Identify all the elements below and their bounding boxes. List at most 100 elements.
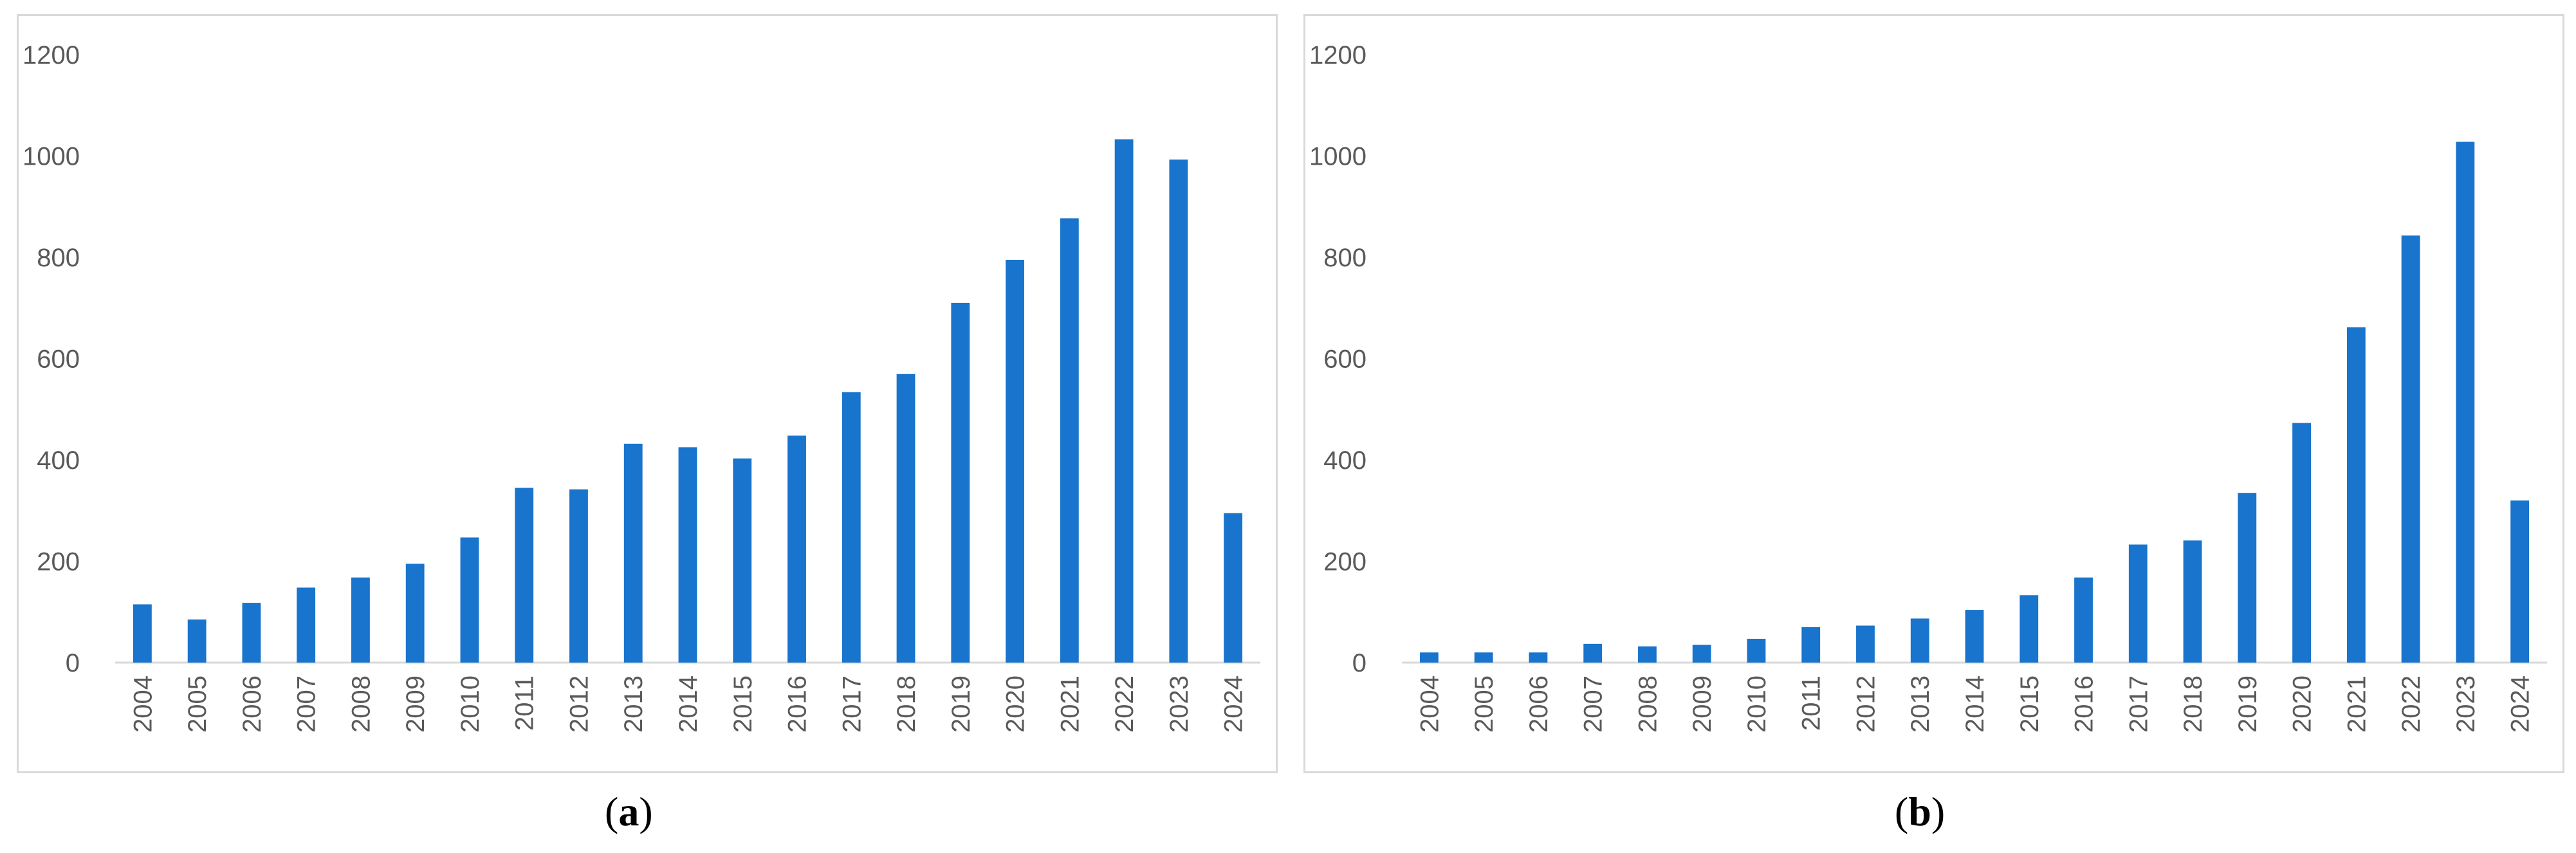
x-tick-label-b: 2024: [2507, 675, 2535, 733]
bar-a-2022: [1114, 139, 1134, 663]
caption-b: (b): [1895, 789, 1946, 834]
bar-b-2011: [1801, 627, 1821, 663]
x-tick-label-a: 2011: [511, 675, 539, 731]
bar-b-2013: [1910, 618, 1929, 663]
y-tick-label-b: 1000: [1309, 143, 1366, 171]
bar-b-2004: [1419, 652, 1439, 663]
x-tick-label-a: 2005: [183, 675, 212, 733]
y-tick-label-a: 1000: [23, 143, 80, 171]
bar-b-2016: [2074, 577, 2093, 663]
x-tick-label-b: 2023: [2452, 675, 2480, 733]
x-tick-label-a: 2004: [129, 675, 157, 733]
x-tick-label-b: 2016: [2070, 675, 2099, 733]
x-tick-label-a: 2023: [1165, 675, 1193, 733]
bar-a-2013: [623, 443, 643, 663]
x-tick-label-a: 2016: [784, 675, 812, 733]
bar-a-2016: [787, 436, 806, 663]
y-tick-label-a: 800: [37, 244, 80, 272]
x-tick-label-b: 2019: [2234, 675, 2262, 733]
x-tick-label-a: 2017: [838, 675, 866, 733]
bar-b-2010: [1747, 638, 1766, 663]
bar-b-2008: [1638, 646, 1657, 663]
bar-a-2021: [1060, 218, 1079, 663]
bar-b-2014: [1965, 610, 1984, 663]
x-tick-label-b: 2011: [1798, 675, 1826, 731]
x-tick-label-a: 2024: [1220, 675, 1248, 733]
x-tick-label-b: 2018: [2179, 675, 2207, 733]
x-tick-label-b: 2007: [1579, 675, 1608, 733]
bar-b-2015: [2019, 595, 2039, 663]
x-tick-label-b: 2013: [1906, 675, 1935, 733]
x-tick-label-a: 2006: [238, 675, 266, 733]
y-tick-label-a: 0: [66, 649, 80, 677]
bar-a-2017: [842, 392, 861, 663]
x-tick-label-b: 2022: [2397, 675, 2425, 733]
x-tick-label-a: 2007: [293, 675, 321, 733]
x-tick-label-a: 2020: [1002, 675, 1030, 733]
bar-a-2020: [1006, 259, 1024, 663]
y-tick-label-a: 1200: [23, 41, 80, 69]
bar-b-2021: [2346, 327, 2366, 663]
bar-b-2022: [2401, 235, 2420, 663]
x-tick-label-a: 2014: [674, 675, 703, 733]
bar-b-2005: [1474, 652, 1493, 663]
x-tick-label-a: 2019: [947, 675, 975, 733]
x-tick-label-a: 2010: [456, 675, 484, 733]
x-tick-label-a: 2018: [892, 675, 921, 733]
bar-a-2007: [297, 587, 316, 663]
bar-a-2010: [460, 537, 479, 663]
y-tick-label-b: 400: [1323, 446, 1366, 475]
bar-a-2019: [951, 302, 970, 663]
bar-chart-b: 0 200 400 600 800 1000 1200 2004 2005 2006 2007 200…: [1309, 41, 2547, 733]
x-tick-label-b: 2006: [1525, 675, 1553, 733]
bar-a-2009: [405, 564, 425, 663]
y-tick-label-a: 200: [37, 548, 80, 576]
bar-a-2018: [896, 374, 915, 663]
bar-a-2014: [678, 447, 697, 663]
y-tick-label-b: 600: [1323, 345, 1366, 374]
caption-a-letter: a: [618, 789, 639, 834]
x-tick-label-b: 2021: [2342, 675, 2371, 733]
chart-panel-b: 0 200 400 600 800 1000 1200 2004 2005 2006 2007 200…: [1303, 14, 2564, 773]
bar-b-2018: [2183, 540, 2202, 663]
bar-a-2006: [242, 603, 261, 663]
bar-b-2020: [2292, 423, 2311, 663]
bar-a-2011: [515, 488, 534, 663]
x-tick-label-a: 2015: [729, 675, 757, 733]
x-tick-label-b: 2014: [1961, 675, 1989, 733]
y-tick-label-b: 1200: [1309, 41, 1366, 69]
y-tick-label-b: 200: [1323, 548, 1366, 576]
bar-b-2024: [2510, 500, 2530, 663]
bar-a-2004: [133, 604, 152, 663]
bar-a-2015: [733, 458, 752, 663]
y-tick-label-a: 600: [37, 345, 80, 374]
bar-b-2009: [1692, 645, 1711, 663]
bar-a-2024: [1224, 513, 1243, 663]
bar-a-2023: [1169, 160, 1188, 663]
bar-b-2017: [2128, 544, 2148, 663]
x-tick-label-b: 2012: [1852, 675, 1880, 733]
x-tick-label-b: 2009: [1688, 675, 1716, 733]
bar-a-2008: [351, 577, 370, 663]
x-tick-label-a: 2013: [620, 675, 648, 733]
bar-b-2007: [1583, 643, 1603, 663]
x-tick-label-b: 2008: [1633, 675, 1662, 733]
bar-b-2006: [1529, 652, 1548, 663]
bar-b-2012: [1856, 625, 1875, 663]
bar-b-2019: [2238, 493, 2257, 663]
caption-a: (a): [605, 789, 653, 834]
x-tick-label-a: 2009: [401, 675, 430, 733]
x-tick-label-b: 2005: [1470, 675, 1498, 733]
x-tick-label-a: 2021: [1056, 675, 1084, 733]
y-tick-label-a: 400: [37, 446, 80, 475]
x-tick-label-b: 2004: [1415, 675, 1444, 733]
bar-chart-a: 0 200 400 600 800 1000 1200 2004 2005 2006 2007 200…: [23, 41, 1260, 733]
bar-a-2005: [187, 619, 207, 663]
caption-b-letter: b: [1908, 789, 1931, 834]
bar-b-2023: [2456, 142, 2475, 663]
x-tick-label-b: 2010: [1743, 675, 1771, 733]
x-tick-label-b: 2020: [2288, 675, 2317, 733]
x-tick-label-b: 2015: [2016, 675, 2044, 733]
x-tick-label-b: 2017: [2124, 675, 2153, 733]
x-tick-label-a: 2012: [565, 675, 593, 733]
